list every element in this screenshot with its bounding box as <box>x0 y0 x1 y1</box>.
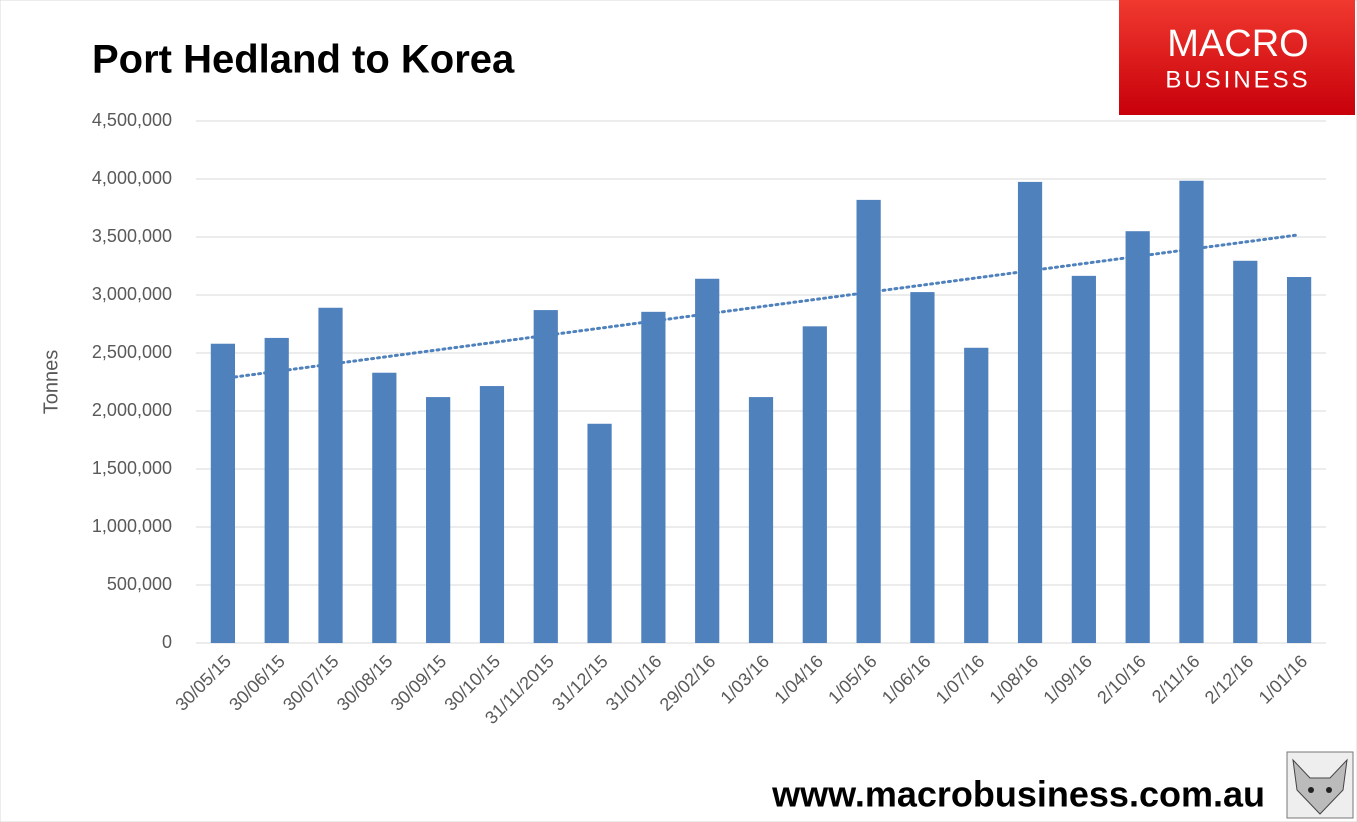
chart-title: Port Hedland to Korea <box>92 38 515 82</box>
bar <box>1017 181 1043 643</box>
y-tick-label: 4,000,000 <box>92 168 172 188</box>
bar <box>1071 275 1096 643</box>
bar <box>802 326 827 643</box>
bar <box>1179 180 1204 644</box>
y-tick-label: 1,500,000 <box>92 458 172 478</box>
bar <box>1125 231 1150 643</box>
y-tick-label: 3,500,000 <box>92 226 172 246</box>
y-tick-label: 0 <box>162 632 172 652</box>
y-tick-label: 500,000 <box>107 574 172 594</box>
bar <box>318 307 343 643</box>
logo-box <box>1119 0 1355 115</box>
y-tick-label: 3,000,000 <box>92 284 172 304</box>
bar <box>641 311 666 643</box>
y-tick-label: 2,000,000 <box>92 400 172 420</box>
logo-line1: MACRO <box>1167 23 1308 65</box>
fox-icon <box>1286 751 1354 819</box>
bar <box>372 372 397 643</box>
bar <box>856 199 881 643</box>
footer-url: www.macrobusiness.com.au <box>771 774 1265 815</box>
trend-line <box>221 233 1301 381</box>
logo-line2: BUSINESS <box>1165 66 1310 93</box>
y-tick-label: 2,500,000 <box>92 342 172 362</box>
bar <box>264 337 289 643</box>
bar <box>426 397 451 643</box>
y-axis-label: Tonnes <box>40 350 62 415</box>
bar <box>910 292 935 643</box>
bar <box>479 386 505 643</box>
bar <box>210 343 236 643</box>
bar <box>1233 260 1258 643</box>
bar <box>695 278 720 643</box>
y-tick-label: 4,500,000 <box>92 110 172 130</box>
bar <box>533 310 558 643</box>
y-tick-label: 1,000,000 <box>92 516 172 536</box>
bar <box>587 423 612 643</box>
bar <box>1286 277 1312 643</box>
bar <box>748 397 774 643</box>
bar <box>964 347 989 643</box>
